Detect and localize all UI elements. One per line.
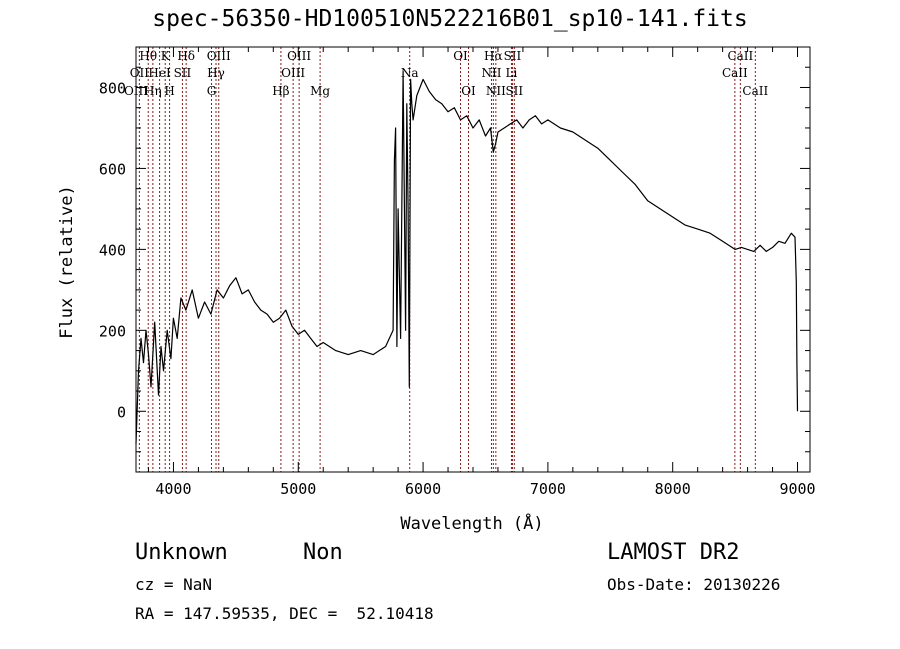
spectral-line-label: Hβ <box>272 84 289 98</box>
x-tick-label: 7000 <box>530 480 566 498</box>
plot-frame <box>135 46 811 473</box>
y-tick-label: 0 <box>117 403 126 421</box>
observation-date: Obs-Date: 20130226 <box>607 575 781 594</box>
spectral-line-label: Hδ <box>177 49 195 63</box>
y-tick-label: 200 <box>99 322 126 340</box>
spectral-line-label: Na <box>401 66 419 80</box>
spectral-line-label: CaII <box>722 66 748 80</box>
spectral-line-label: NII <box>486 84 506 98</box>
y-axis-label: Flux (relative) <box>57 185 77 339</box>
spectral-line-label: SII <box>504 49 522 63</box>
x-tick-label: 8000 <box>655 480 691 498</box>
spectral-line-label: Hη <box>144 84 162 98</box>
chart-title: spec-56350-HD100510N522216B01_sp10-141.f… <box>152 6 748 32</box>
coordinates: RA = 147.59535, DEC = 52.10418 <box>135 604 434 623</box>
x-axis-label: Wavelength (Å) <box>400 512 543 534</box>
spectral-line-label: H <box>164 84 174 98</box>
spectral-line-label: OIII <box>207 49 231 63</box>
object-class: Unknown <box>135 540 228 565</box>
spectral-line-label: OIII <box>281 66 305 80</box>
x-tick-label: 9000 <box>779 480 815 498</box>
spectral-line-label: OI <box>453 49 468 63</box>
redshift-value: cz = NaN <box>135 575 213 594</box>
spectral-line-label: Hγ <box>207 66 225 80</box>
y-tick-label: 800 <box>99 79 126 97</box>
spectral-line-label: Mg <box>310 84 330 98</box>
y-tick-label: 600 <box>99 160 126 178</box>
spectral-line-label: CaII <box>742 84 768 98</box>
spectral-line-label: SII <box>174 66 192 80</box>
spectrum-line <box>135 70 799 444</box>
spectral-line-markers <box>135 47 756 472</box>
spectral-line-label: G <box>207 84 217 98</box>
spectral-line-label: K <box>161 49 171 63</box>
y-tick-label: 400 <box>99 241 126 259</box>
spectral-line-label: OI <box>461 84 476 98</box>
spectral-line-label: Hθ <box>139 49 157 63</box>
object-subclass: Non <box>303 540 343 565</box>
spectral-line-label: OII <box>130 66 150 80</box>
spectral-line-label: CaII <box>727 49 753 63</box>
x-tick-label: 6000 <box>405 480 441 498</box>
x-tick-label: 4000 <box>155 480 191 498</box>
spectral-line-label: Hα <box>484 49 503 63</box>
survey-name: LAMOST DR2 <box>607 540 740 565</box>
spectral-line-label: SII <box>505 84 523 98</box>
spectral-line-label: NII <box>481 66 501 80</box>
spectrum-series <box>135 70 799 444</box>
x-tick-label: 5000 <box>280 480 316 498</box>
spectral-line-label: HeI <box>148 66 171 80</box>
spectral-line-label: Li <box>506 66 518 80</box>
spectral-line-label: OIII <box>287 49 311 63</box>
